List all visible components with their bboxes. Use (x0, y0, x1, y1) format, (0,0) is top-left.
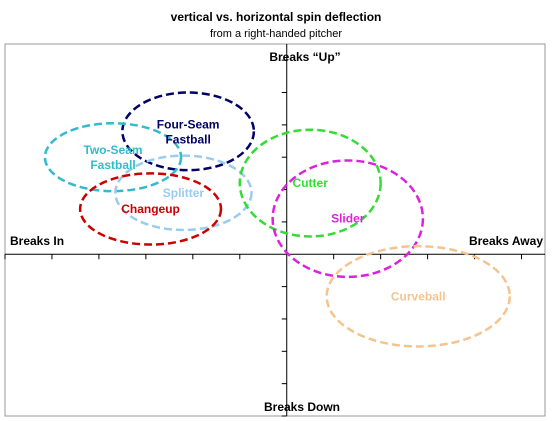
axis-label-top: Breaks “Up” (269, 50, 340, 64)
label-line: Curveball (391, 289, 446, 303)
ellipse-cutter (238, 128, 382, 238)
ellipse-splitter (114, 154, 253, 232)
label-slider: Slider (331, 212, 365, 226)
chart-subtitle: from a right-handed pitcher (210, 28, 342, 40)
axis-label-left: Breaks In (10, 234, 64, 248)
label-line: Fastball (90, 158, 135, 172)
ellipse-changeup (78, 172, 223, 246)
label-cutter: Cutter (293, 176, 329, 190)
axis-label-right: Breaks Away (469, 234, 543, 248)
label-curveball: Curveball (391, 289, 446, 303)
label-line: Cutter (293, 176, 329, 190)
label-line: Two-Seam (83, 143, 142, 157)
axes (5, 44, 545, 416)
label-two-seam-fastball: Two-Seam Fastball (83, 143, 142, 172)
label-line: Four-Seam (157, 117, 220, 131)
ellipse-two-seam-fastball (43, 122, 183, 193)
pitch-ellipses (43, 91, 512, 348)
label-four-seam-fastball: Four-Seam Fastball (157, 117, 220, 146)
chart-title: vertical vs. horizontal spin deflection (171, 10, 382, 24)
ellipse-slider (271, 159, 425, 279)
label-changeup: Changeup (121, 202, 180, 216)
ellipse-curveball (325, 244, 512, 348)
label-line: Fastball (165, 132, 210, 146)
label-line: Splitter (163, 186, 205, 200)
label-line: Changeup (121, 202, 180, 216)
ellipse-four-seam-fastball (121, 91, 256, 172)
axis-label-bottom: Breaks Down (264, 400, 340, 414)
label-line: Slider (331, 212, 365, 226)
tick-marks (4, 59, 523, 417)
label-splitter: Splitter (163, 186, 205, 200)
